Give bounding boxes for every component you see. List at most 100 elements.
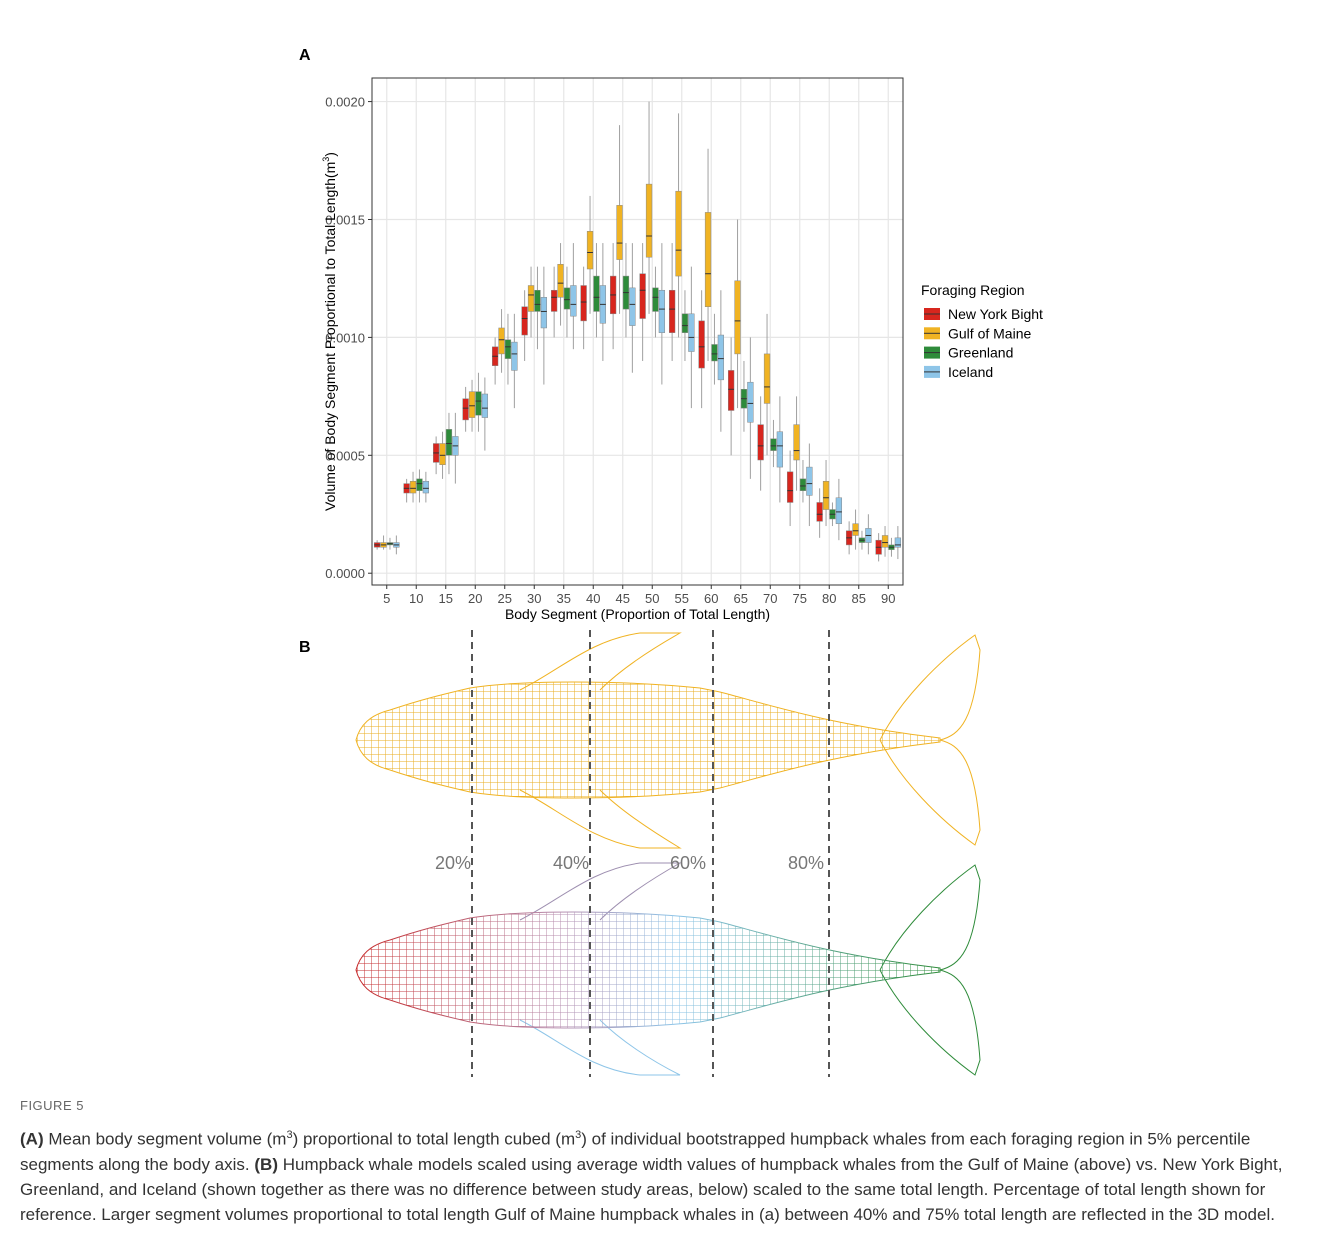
box — [639, 273, 646, 319]
y-tick-label: 0.0020 — [325, 95, 365, 110]
plot: 0.0000 0.0005 0.0010 0.0015 0.0020 5 10 15 20 25 3… — [321, 77, 1043, 622]
x-tick-label: 90 — [881, 591, 895, 606]
panel-label: B — [299, 639, 311, 656]
box — [786, 471, 794, 503]
caption-part: (B) — [254, 1154, 278, 1174]
percent-label: 60% — [670, 853, 706, 873]
y-tick-label: 0.0015 — [325, 212, 365, 227]
y-tick-label: 0.0005 — [325, 448, 365, 463]
box — [563, 287, 571, 310]
caption-part: 3 — [575, 1129, 582, 1141]
caption-part: (A) — [20, 1129, 44, 1149]
box — [511, 341, 518, 371]
box — [521, 306, 528, 336]
panel-label: A — [299, 47, 311, 64]
box — [757, 424, 764, 461]
box — [799, 478, 807, 491]
box — [681, 313, 689, 333]
box — [540, 297, 548, 329]
box — [629, 287, 636, 326]
caption-part: ) of individual bootstrapped humpback wh… — [20, 1129, 1251, 1174]
x-tick-label: 20 — [468, 591, 482, 606]
x-tick-label: 35 — [557, 591, 571, 606]
caption-part: 3 — [286, 1129, 293, 1141]
x-tick-label: 60 — [704, 591, 718, 606]
caption: FIGURE 5 (A) Mean body segment volume (m… — [20, 1098, 1310, 1227]
x-tick-label: 25 — [498, 591, 512, 606]
x-tick-label: 85 — [852, 591, 866, 606]
box — [445, 429, 453, 456]
box — [416, 478, 423, 491]
x-tick-label: 15 — [439, 591, 453, 606]
whale-bottom — [350, 862, 981, 1076]
y-axis-title-part: ) — [322, 152, 338, 157]
caption-text: (A) Mean body segment volume (m3) propor… — [20, 1123, 1310, 1227]
box — [557, 264, 564, 298]
x-tick-label: 40 — [586, 591, 600, 606]
x-tick-label: 30 — [527, 591, 541, 606]
percent-label: 40% — [553, 853, 589, 873]
figure: A B 0.0000 0.0005 0.0010 0.0015 0.0020 5 10 15 2… — [299, 47, 1043, 1077]
box — [894, 537, 902, 548]
box — [527, 285, 535, 312]
box — [580, 285, 587, 322]
percent-label: 20% — [435, 853, 471, 873]
box — [675, 190, 682, 277]
box — [822, 480, 830, 510]
legend-label: New York Bight — [948, 306, 1043, 322]
box — [504, 339, 512, 359]
box — [645, 183, 653, 258]
box — [747, 381, 754, 423]
box — [704, 212, 712, 307]
x-tick-label: 70 — [763, 591, 777, 606]
box — [852, 523, 859, 536]
x-tick-label: 80 — [822, 591, 836, 606]
y-axis-title-part: Volume of Body Segment Proportional to T… — [322, 162, 338, 511]
box — [439, 443, 446, 465]
box — [881, 535, 889, 548]
box — [727, 370, 735, 411]
box — [717, 334, 725, 381]
box — [586, 231, 594, 270]
box — [816, 502, 823, 522]
caption-part: Mean body segment volume (m — [43, 1129, 287, 1149]
box — [593, 275, 600, 312]
legend-label: Iceland — [948, 364, 993, 380]
box — [462, 398, 469, 421]
x-tick-label: 75 — [793, 591, 807, 606]
box — [570, 285, 577, 317]
box — [409, 480, 417, 494]
box — [770, 438, 777, 451]
x-tick-label: 45 — [616, 591, 630, 606]
box — [658, 289, 666, 333]
box — [652, 287, 659, 312]
x-axis-title: Body Segment (Proportion of Total Length… — [505, 606, 770, 622]
box — [475, 391, 482, 416]
x-tick-label: 55 — [675, 591, 689, 606]
legend-label: Greenland — [948, 345, 1013, 361]
legend-label: Gulf of Maine — [948, 325, 1031, 341]
y-axis-title-part: 3 — [321, 157, 331, 162]
box — [711, 344, 718, 362]
y-tick-label: 0.0000 — [325, 566, 365, 581]
x-tick-label: 65 — [734, 591, 748, 606]
box — [534, 289, 541, 312]
box — [806, 466, 813, 496]
y-axis-title: Volume of Body Segment Proportional to T… — [321, 152, 338, 511]
box — [481, 393, 489, 418]
box — [776, 431, 784, 468]
plot-background — [372, 78, 903, 585]
box — [498, 327, 505, 355]
percent-label: 80% — [788, 853, 824, 873]
percent-labels: 20% 40% 60% 80% — [435, 853, 824, 873]
box — [616, 205, 623, 260]
plot-border — [371, 77, 904, 586]
x-tick-label: 50 — [645, 591, 659, 606]
caption-part: ) proportional to total length cubed (m — [292, 1129, 576, 1149]
box — [793, 424, 800, 461]
box — [422, 480, 430, 494]
box — [468, 391, 476, 418]
box — [698, 320, 705, 369]
figure-label: FIGURE 5 — [20, 1098, 84, 1113]
